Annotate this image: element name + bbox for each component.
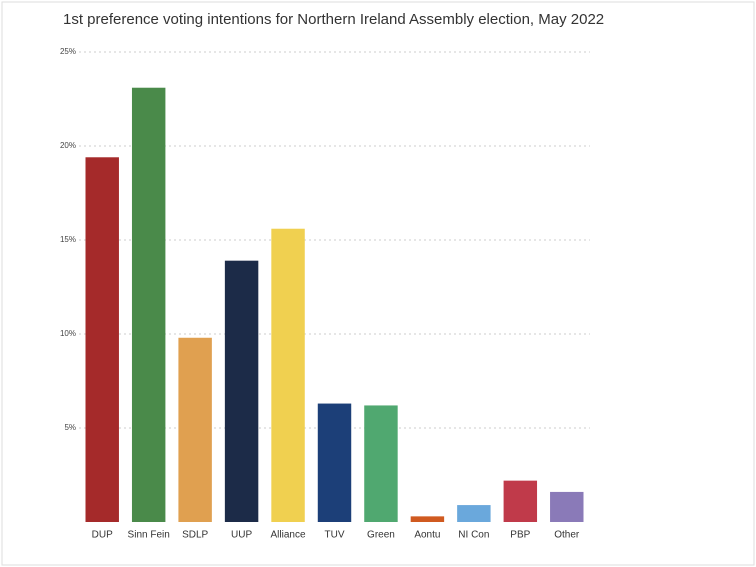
y-tick-label: 5% [64,423,76,432]
bar [550,491,584,522]
y-tick-label: 20% [60,141,76,150]
x-tick-label: PBP [510,530,530,541]
bar [131,87,166,522]
x-tick-label: Aontu [414,530,440,541]
x-tick-label: Green [367,530,395,541]
x-tick-label: UUP [231,530,252,541]
x-tick-label: Other [554,530,580,541]
x-tick-label: Alliance [271,530,306,541]
bar [271,228,305,522]
y-tick-label: 15% [60,235,76,244]
x-tick-label: SDLP [182,530,208,541]
y-tick-label: 25% [60,47,76,56]
x-tick-label: DUP [92,530,113,541]
bar [85,157,119,522]
bar [410,516,445,522]
bar [317,403,352,522]
x-tick-label: TUV [325,530,345,541]
x-tick-label: Sinn Fein [128,530,170,541]
y-tick-label: 10% [60,329,76,338]
bar [503,480,538,522]
bar [224,260,259,522]
chart-title: 1st preference voting intentions for Nor… [63,11,604,28]
x-tick-label: NI Con [458,530,489,541]
bar [364,405,398,522]
bar [457,505,491,522]
bar [178,337,212,522]
